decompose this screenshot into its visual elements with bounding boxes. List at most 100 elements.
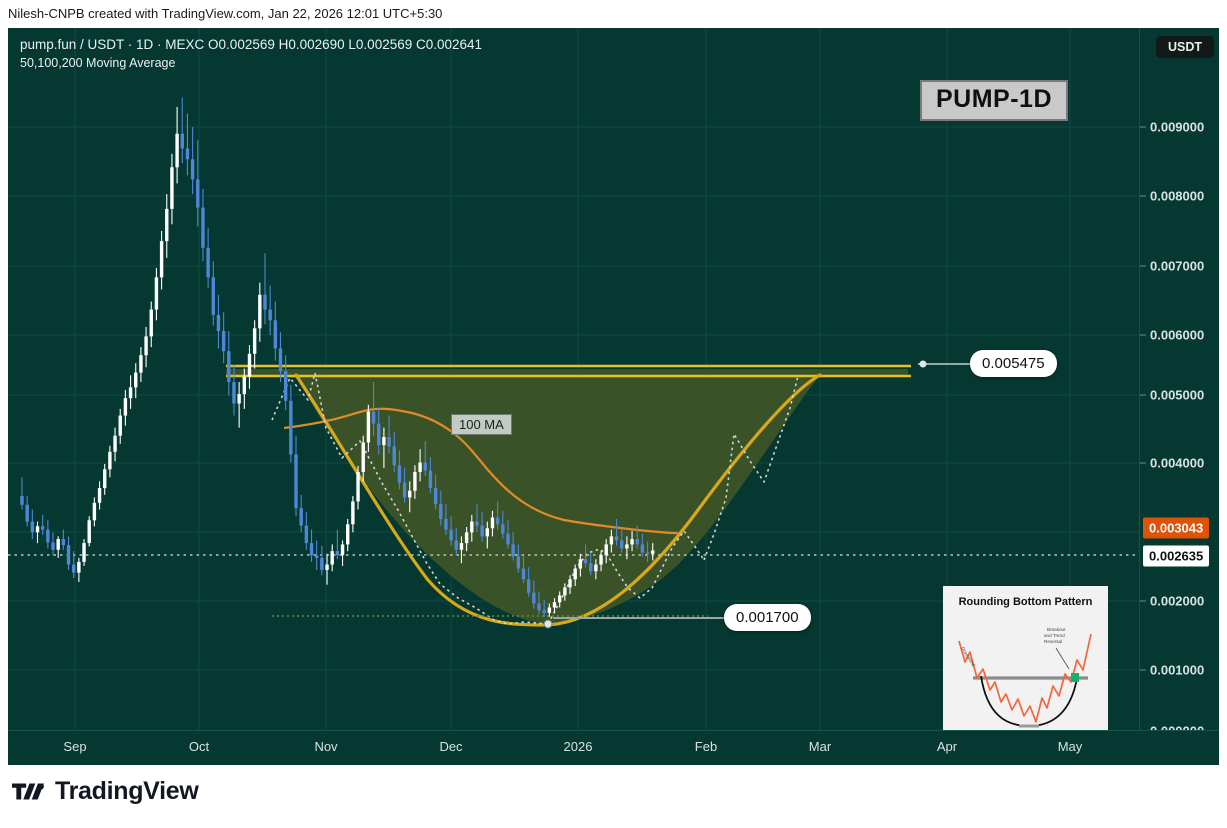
price-tick-label: 0.008000 [1150,188,1205,204]
candle-body [25,504,29,522]
candle-body [221,331,226,352]
candle-body [46,529,50,543]
candle-body [521,568,526,580]
candle-body [470,521,474,533]
candle-body [475,521,479,526]
candle-body [20,496,24,505]
support-price-annotation: 0.001700 [724,604,811,631]
candle-body [185,148,190,160]
candle-body [506,533,510,545]
time-tick-label: Nov [314,739,338,754]
candle-body [402,482,407,498]
candle-body [82,543,86,562]
candle-body [299,508,303,526]
candle-body [283,371,288,401]
candle-body [387,437,391,447]
candle-body [578,559,583,569]
candle-body [139,355,143,373]
candle-body [97,488,102,503]
candle-body [459,543,464,550]
price-tick-label: 0.007000 [1150,258,1205,274]
last-price-chip[interactable]: 0.003043 [1143,517,1210,539]
time-tick-label: May [1057,739,1083,754]
candle-body [118,415,122,436]
candle-body [377,423,381,446]
candle-body [237,394,241,404]
candle-body [454,540,458,550]
price-tick-dash [1140,600,1146,602]
time-axis[interactable]: Sep Oct Nov Dec 2026 Feb Mar Apr May [8,730,1219,765]
candle-body [573,568,577,580]
candle-body [495,517,500,525]
candle-body [206,247,210,278]
candle-body [227,351,231,383]
candle-body [144,336,148,356]
candle-body [242,376,247,395]
price-tick-dash [1140,669,1146,671]
candle-body [552,602,557,608]
candle-body [154,277,159,310]
rounding-bottom-shade [226,369,908,624]
candle-body [211,277,215,315]
inset-breakout-label-3: Reversal [1044,639,1062,644]
candle-body [325,564,329,570]
candle-body [232,382,236,404]
candle-body [480,525,484,537]
plot-area[interactable]: pump.fun / USDT · 1D · MEXC O0.002569 H0… [8,28,1139,730]
candle-body [123,398,128,416]
candle-body [485,528,489,537]
candle-body [428,470,433,489]
candle-body [408,490,412,498]
candle-body [392,446,396,466]
candle-body [346,524,350,545]
time-tick-label: Sep [63,739,87,754]
candle-body [201,207,205,248]
footer: TradingView [0,765,1227,828]
price-tick-dash [1140,265,1146,267]
candle-body [340,544,345,556]
candle-body [532,592,536,604]
candle-body [490,517,495,529]
candle-body [645,552,650,554]
attribution-text: Nilesh-CNPB created with TradingView.com… [0,0,1227,28]
candle-body [149,309,153,337]
candle-body [439,504,443,519]
price-axis[interactable]: USDT 0.009000 0.008000 0.007000 0.006000 0.0… [1139,28,1219,739]
inset-downtrend-label: Downtrend [960,646,976,668]
candle-body [289,400,293,455]
candle-body [263,294,267,310]
price-tick-label: 0.004000 [1150,455,1205,471]
close-price-chip[interactable]: 0.002635 [1143,545,1210,567]
candle-body [247,353,252,377]
candle-body [314,555,319,558]
candle-body [278,348,283,372]
candle-body [547,607,552,613]
candle-body [72,564,76,573]
chart-badge: PUMP-1D [920,80,1069,121]
time-tick-label: Mar [808,739,832,754]
candle-body [66,545,71,565]
price-tick-dash [1140,394,1146,396]
candle-body [516,556,521,569]
candle-body [542,610,546,613]
candle-body [294,454,298,509]
candle-body [320,557,324,570]
candle-body [563,587,567,596]
currency-chip[interactable]: USDT [1155,36,1214,58]
candle-body [423,462,427,471]
candle-body [604,544,608,556]
candle-body [526,579,531,593]
candle-body [92,502,97,521]
legend-symbol-line: pump.fun / USDT · 1D · MEXC O0.002569 H0… [20,37,483,52]
candle-body [356,471,360,502]
candle-body [397,465,402,483]
price-tick-label: 0.001000 [1150,662,1205,678]
candle-body [268,309,272,321]
candle-body [625,544,629,549]
candle-body [273,320,278,349]
inset-breakout-label-2: and Trend [1044,633,1065,638]
candle-body [449,529,453,541]
candle-body [56,539,60,550]
candle-body [128,387,133,399]
candle-body [537,603,541,611]
